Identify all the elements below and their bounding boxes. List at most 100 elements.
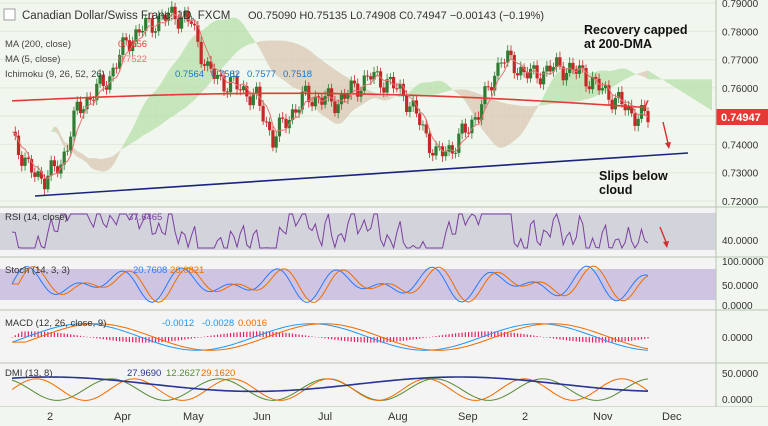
macd-histogram-bar (76, 335, 78, 337)
candle-body (268, 121, 272, 131)
candle-body (352, 80, 357, 84)
candle-body (251, 94, 255, 106)
macd-histogram-bar (291, 333, 294, 337)
macd-histogram-bar (334, 337, 336, 340)
candle-body (581, 65, 585, 69)
macd-histogram-bar (438, 335, 440, 337)
macd-histogram-bar (177, 337, 179, 341)
candle-body (414, 100, 419, 114)
price-axis-tick: 0.78000 (722, 27, 759, 38)
candle-body (604, 85, 608, 89)
macd-histogram-bar (37, 331, 39, 337)
macd-histogram-bar (210, 335, 212, 337)
candle-body (434, 146, 438, 156)
time-axis-labels: 2 Apr May Jun Jul Aug Sep 2 Nov Dec (47, 411, 682, 423)
candle-body (297, 109, 301, 113)
candle-body (421, 124, 425, 126)
cloud-segment (64, 141, 68, 150)
collapse-icon[interactable] (3, 8, 16, 21)
candle-body (72, 110, 76, 137)
macd-histogram-bar (53, 332, 55, 337)
candle-body (170, 6, 174, 13)
macd-histogram-bar (70, 334, 72, 337)
candle-body (212, 68, 216, 79)
annotation-recovery-line1: Recovery capped (584, 23, 688, 37)
candle-body (382, 87, 386, 93)
cloud-segment (436, 80, 440, 95)
macd-histogram-bar (197, 337, 199, 338)
cloud-segment (220, 19, 224, 70)
cloud-segment (276, 40, 280, 78)
macd-histogram-bar (331, 337, 333, 340)
macd-hist-value: 0.0016 (238, 318, 267, 329)
cloud-segment (572, 66, 577, 102)
macd-histogram-bar (432, 336, 434, 338)
candle-body (522, 66, 526, 73)
candle-body (137, 29, 141, 33)
time-axis[interactable] (0, 407, 768, 426)
candle-body (372, 72, 376, 80)
candle-body (356, 83, 360, 97)
macd-histogram-bar (516, 333, 519, 337)
candle-body (545, 65, 549, 72)
candle-body (189, 21, 193, 24)
cloud-segment (80, 152, 84, 161)
annotation-recovery: Recovery capped at 200-DMA (584, 23, 691, 51)
candle-body (480, 104, 484, 120)
macd-histogram-bar (40, 331, 42, 337)
candle-body (411, 100, 415, 107)
macd-histogram-bar (441, 335, 444, 337)
cloud-segment (165, 70, 169, 122)
candle-body (150, 18, 154, 33)
macd-histogram-bar (598, 337, 600, 343)
time-axis-label: Jun (253, 411, 271, 423)
price-axis[interactable] (716, 0, 768, 207)
candle-body (418, 113, 422, 126)
macd-histogram-bar (585, 337, 587, 343)
macd-panel[interactable] (0, 310, 716, 363)
candle-body (166, 12, 171, 21)
ma200-line (11, 92, 649, 109)
cloud-segment (100, 158, 104, 172)
macd-histogram-bar (631, 337, 633, 341)
candle-body (206, 61, 210, 66)
macd-histogram-bar (461, 332, 463, 337)
macd-histogram-bar (213, 335, 215, 337)
cloud-segment (224, 19, 228, 66)
macd-histogram-bar (314, 336, 316, 338)
macd-histogram-bar (92, 337, 95, 338)
candle-body (483, 86, 487, 105)
candle-body (512, 55, 516, 74)
macd-axis (716, 310, 768, 363)
cloud-segment (178, 53, 182, 113)
macd-histogram-bar (298, 334, 300, 337)
dmi-panel[interactable] (0, 363, 716, 407)
cloud-segment (188, 38, 192, 106)
macd-histogram-bar (468, 332, 470, 337)
candle-body (457, 133, 461, 153)
ohlc-readout: O0.75090 H0.75135 L0.74908 C0.74947 −0.0… (248, 10, 544, 22)
candle-body (519, 66, 523, 76)
macd-histogram-bar (164, 337, 166, 342)
support-trendline (34, 152, 689, 197)
cloud-segment (634, 73, 639, 75)
cloud-segment (93, 158, 97, 171)
candle-body (134, 29, 138, 42)
time-axis-label: Jul (318, 411, 332, 423)
cloud-segment (341, 73, 345, 123)
cloud-segment (504, 103, 508, 148)
macd-histogram-bar (507, 332, 509, 337)
time-axis-label: 2 (522, 411, 528, 423)
cloud-segment (383, 95, 388, 101)
cloud-segment (413, 85, 417, 97)
macd-histogram-bar (125, 337, 127, 342)
candle-body (199, 41, 203, 65)
macd-histogram-bar (471, 331, 473, 337)
candle-body (147, 17, 151, 19)
candle-body (43, 178, 47, 190)
candle-body (365, 75, 370, 77)
macd-histogram-bar (194, 337, 196, 339)
candle-body (173, 6, 177, 20)
candle-body (408, 106, 412, 113)
candle-body (509, 50, 513, 56)
